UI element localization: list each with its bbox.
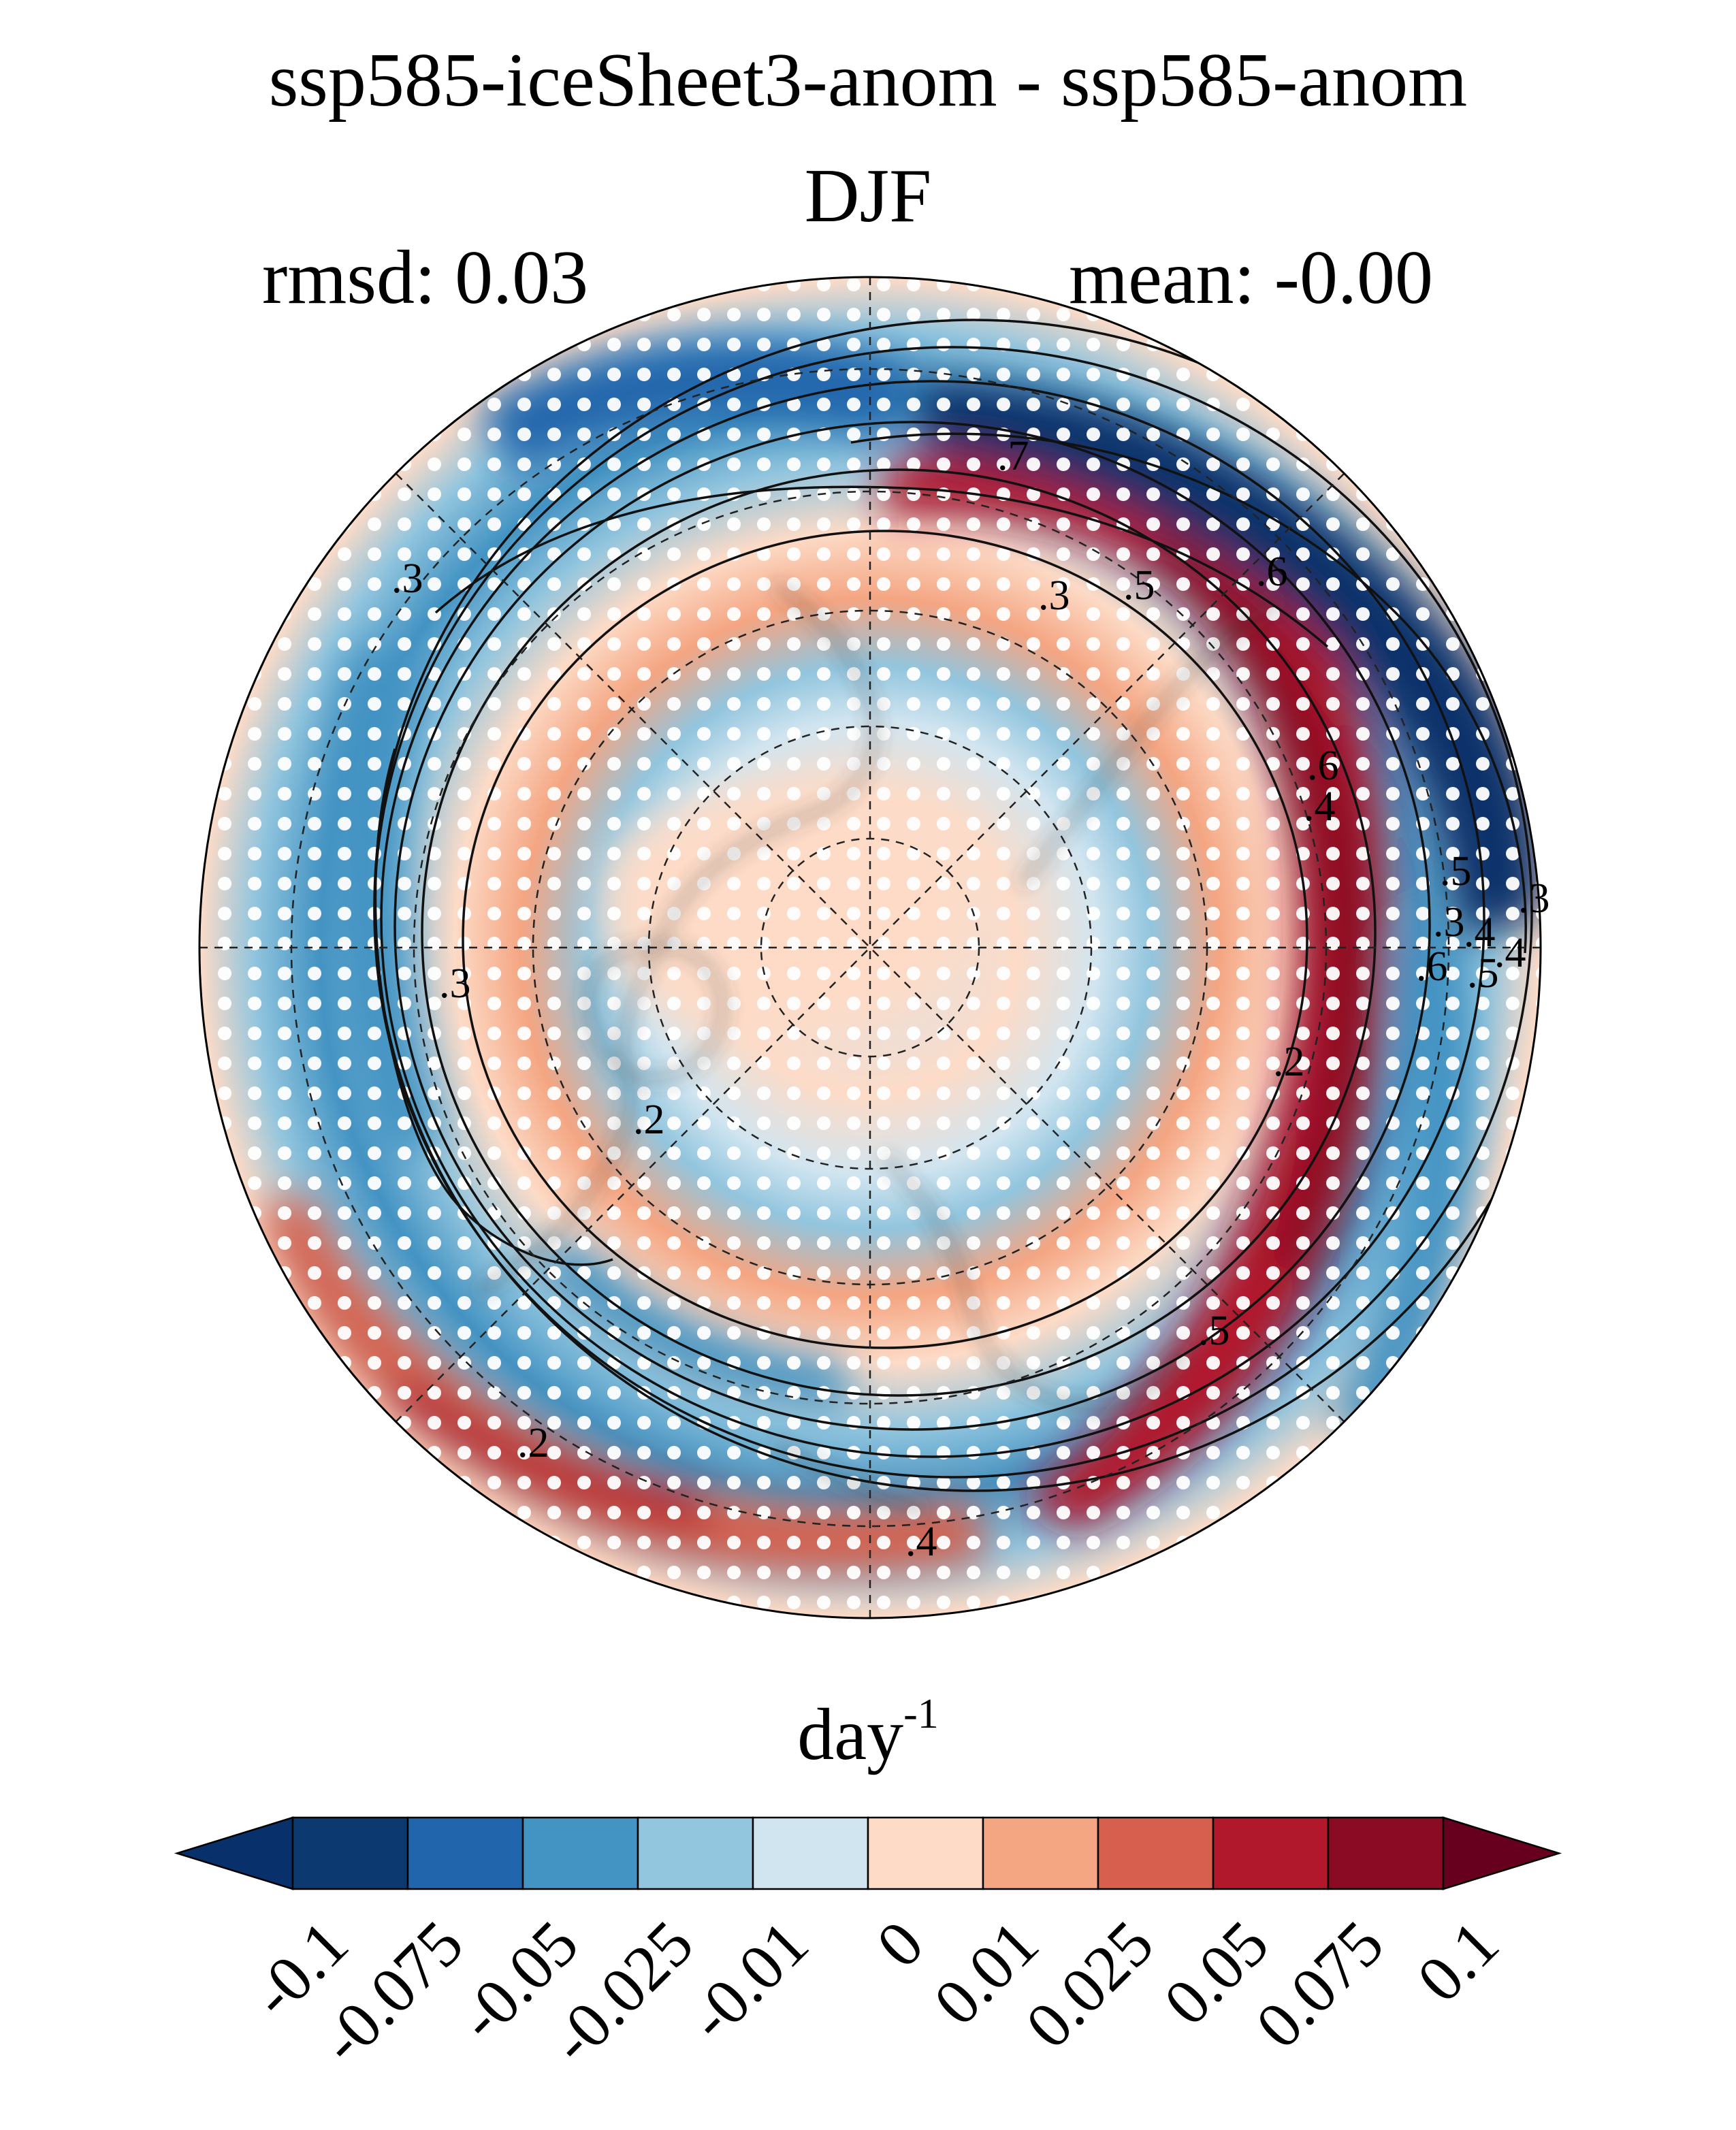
colorbar-tick-label: 0	[862, 1906, 937, 1982]
map-field	[199, 277, 1541, 1618]
contour-label: .3	[1518, 875, 1550, 922]
chart-subtitle: DJF	[804, 154, 932, 238]
contour-label: .2	[633, 1097, 665, 1143]
colorbar-unit-label: day-1	[0, 1693, 1736, 1772]
colorbar-cell	[867, 1816, 984, 1890]
contour-label: .4	[1464, 909, 1496, 956]
contour-labels: .2.2.3.3.3.4.4.5.5.6.7.3.4.2.3.5.6.4.5.6	[391, 433, 1550, 1565]
coastline-greenland	[587, 944, 724, 1080]
contour-line	[421, 468, 1377, 1397]
coastlines	[475, 583, 1281, 1513]
map-boundary	[198, 276, 1542, 1619]
contour-label: .5	[1123, 562, 1155, 609]
contour-label: .4	[1494, 930, 1526, 976]
colorbar-extend-max	[1442, 1816, 1562, 1890]
colorbar-cell	[406, 1816, 524, 1890]
contour-line	[374, 748, 613, 1266]
contour-label: .3	[391, 555, 423, 602]
colorbar-cell	[521, 1816, 639, 1890]
colorbar-unit-text: day	[797, 1694, 904, 1775]
contour-label: .6	[1416, 943, 1448, 990]
colorbar-tick-label: 0.025	[1012, 1906, 1168, 2063]
mean-annotation: mean: -0.00	[1069, 236, 1433, 320]
contour-label: .6	[1307, 743, 1339, 789]
colorbar-cell	[1097, 1816, 1215, 1890]
coastline-africa	[775, 1441, 927, 1513]
contour-label: .4	[1304, 784, 1336, 830]
coastline-americas	[475, 583, 876, 1295]
contour-line	[393, 421, 1431, 1431]
rmsd-annotation: rmsd: 0.03	[262, 236, 589, 320]
contour-line	[850, 432, 1527, 954]
contour-label: .5	[1198, 1308, 1230, 1354]
colorbar-unit-exponent: -1	[903, 1691, 939, 1737]
colorbar-cell	[752, 1816, 869, 1890]
contour-line	[380, 380, 1485, 1458]
coastline-asia	[1020, 597, 1281, 886]
colorbar-extend-min	[174, 1816, 294, 1890]
polar-map: .2.2.3.3.3.4.4.5.5.6.7.3.4.2.3.5.6.4.5.6	[198, 276, 1550, 1619]
colorbar-tick-label: 0.075	[1242, 1906, 1398, 2063]
grid-lines	[199, 277, 1541, 1618]
colorbar-cells	[174, 1816, 1562, 1890]
colorbar-cell	[1212, 1816, 1330, 1890]
coastline-europe	[884, 1156, 1187, 1408]
contour-label: .3	[1038, 572, 1070, 619]
contour-label: .7	[997, 433, 1029, 479]
contour-lines	[373, 319, 1541, 1492]
colorbar-tick-label: -0.01	[674, 1906, 822, 2054]
contour-line	[434, 485, 1329, 648]
colorbar-cell	[637, 1816, 754, 1890]
contour-label: .3	[1433, 899, 1465, 946]
contour-label: .2	[1273, 1039, 1305, 1085]
colorbar-tick-label: 0.1	[1402, 1906, 1513, 2016]
chart-title: ssp585-iceSheet3-anom - ssp585-anom	[268, 38, 1468, 123]
contour-label: .4	[905, 1519, 937, 1565]
contour-label: .5	[1467, 950, 1499, 997]
contour-label: .5	[1440, 848, 1472, 894]
colorbar-cell	[1327, 1816, 1445, 1890]
colorbar-cell	[982, 1816, 1099, 1890]
contour-label: .3	[439, 961, 471, 1007]
contour-label: .2	[517, 1420, 549, 1466]
colorbar-cell	[291, 1816, 409, 1890]
contour-line	[462, 530, 1308, 1349]
contour-label: .6	[1256, 549, 1288, 595]
